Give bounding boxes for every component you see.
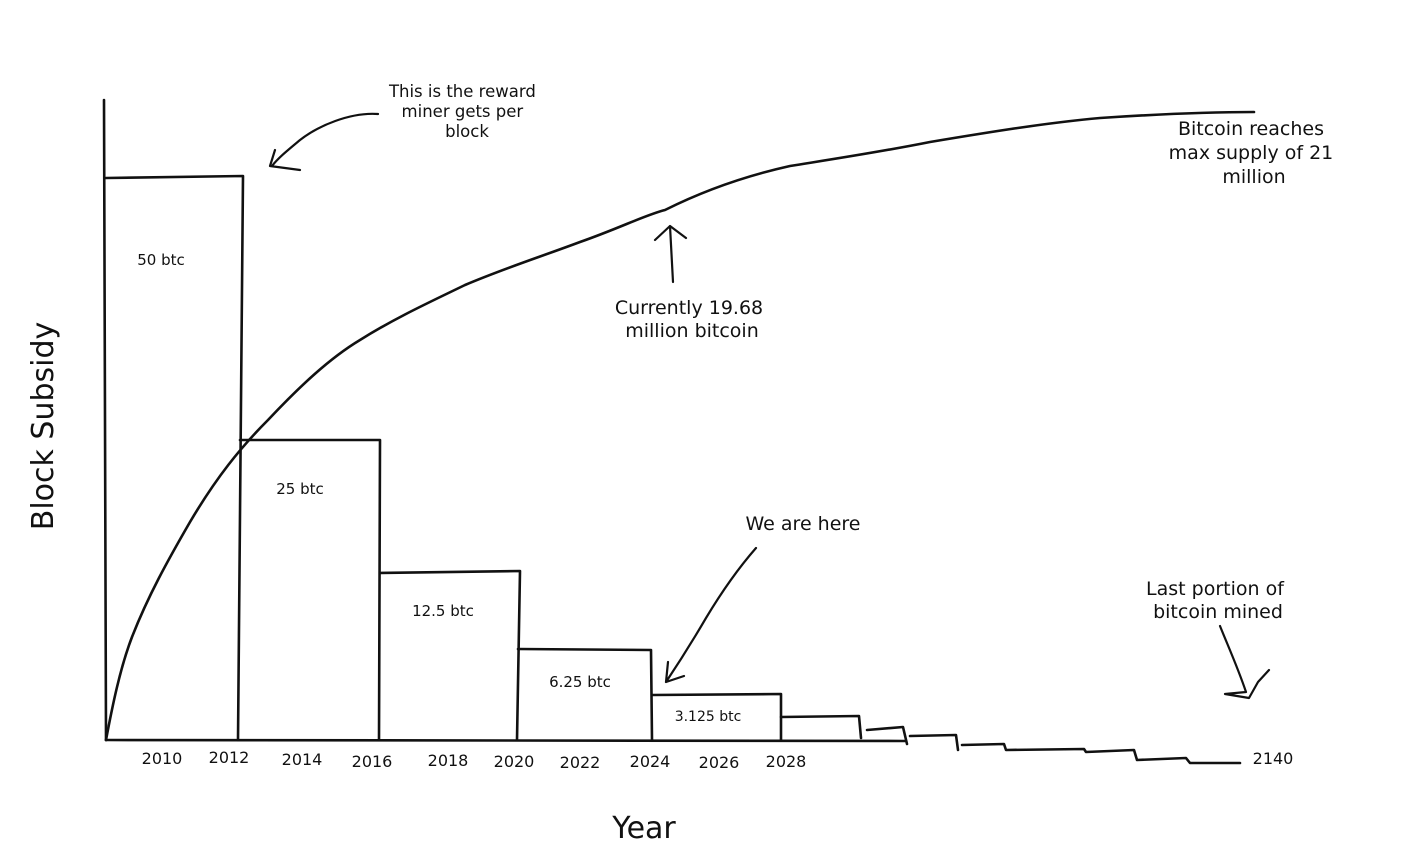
last-arrow <box>1218 624 1271 700</box>
x-tick-label: 2010 <box>142 749 183 768</box>
supply-curve <box>104 110 1256 742</box>
bar-value-label: 12.5 btc <box>412 602 474 620</box>
annotation-we-are-here: We are here <box>746 513 861 535</box>
x-tick-label: 2016 <box>352 752 393 771</box>
x-tick-label: 2018 <box>428 751 469 770</box>
y-axis <box>102 98 108 742</box>
bar-value-label: 3.125 btc <box>675 709 742 725</box>
reward-arrow <box>268 112 380 172</box>
bar-1-5625btc <box>779 714 863 740</box>
x-tick-label: 2024 <box>630 752 671 771</box>
x-tick-label: 2026 <box>699 753 740 772</box>
annotation-last-portion: Last portion of bitcoin mined <box>1146 578 1290 623</box>
x-tick-label: 2028 <box>766 752 807 771</box>
bar-3-125btc <box>650 692 783 742</box>
tail-steps <box>865 725 1242 765</box>
x-tick-label: 2012 <box>209 748 250 767</box>
y-axis-title: Block Subsidy <box>26 322 61 531</box>
bar-25btc <box>238 438 382 742</box>
bar-value-label: 50 btc <box>137 251 185 269</box>
x-tick-label: 2020 <box>494 752 535 771</box>
here-arrow <box>664 546 758 684</box>
bar-value-label: 25 btc <box>276 480 324 498</box>
x-axis-title: Year <box>611 811 676 846</box>
bar-value-label: 6.25 btc <box>549 673 611 691</box>
bar-6-25btc <box>516 647 654 742</box>
bar-50btc <box>104 174 245 742</box>
annotation-max-supply: Bitcoin reaches max supply of 21 million <box>1169 118 1340 188</box>
annotation-current-supply: Currently 19.68 million bitcoin <box>615 297 769 342</box>
x-tick-label: 2140 <box>1253 749 1294 768</box>
annotation-reward: This is the reward miner gets per block <box>388 82 541 141</box>
bar-12-5btc <box>378 569 522 742</box>
x-tick-label: 2022 <box>560 753 601 772</box>
x-axis <box>104 738 907 743</box>
x-tick-label: 2014 <box>282 750 323 769</box>
current-arrow <box>653 224 688 284</box>
